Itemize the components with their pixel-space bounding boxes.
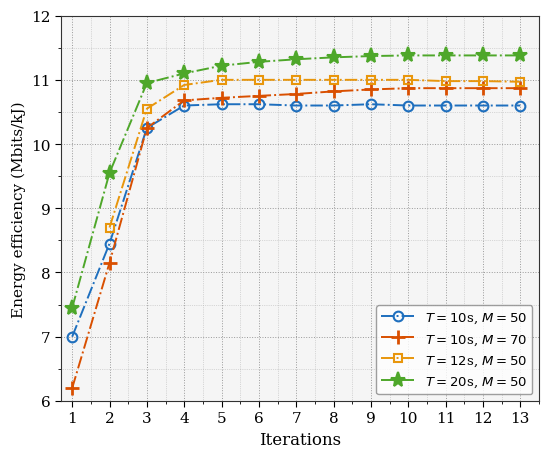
$T = 10$s, $M = 50$ (517, 104, 524, 109)
$T = 10$s, $M = 50$ (330, 104, 337, 109)
$T = 10$s, $M = 50$ (293, 104, 300, 109)
$T = 10$s, $M = 70$ (181, 98, 188, 104)
$T = 20$s, $M = 50$ (367, 54, 374, 60)
$T = 12$s, $M = 50$ (293, 78, 300, 84)
$T = 20$s, $M = 50$ (405, 54, 411, 59)
$T = 12$s, $M = 50$ (181, 83, 188, 89)
$T = 10$s, $M = 70$ (442, 86, 449, 92)
$T = 12$s, $M = 50$ (218, 78, 225, 84)
$T = 10$s, $M = 70$ (69, 386, 75, 391)
$T = 20$s, $M = 50$ (181, 72, 188, 77)
$T = 20$s, $M = 50$ (480, 54, 486, 59)
$T = 10$s, $M = 70$ (405, 86, 411, 92)
$T = 20$s, $M = 50$ (218, 64, 225, 69)
$T = 12$s, $M = 50$ (442, 79, 449, 85)
$T = 20$s, $M = 50$ (69, 305, 75, 311)
$T = 10$s, $M = 50$ (181, 104, 188, 109)
X-axis label: Iterations: Iterations (259, 431, 341, 448)
$T = 20$s, $M = 50$ (106, 171, 113, 176)
$T = 10$s, $M = 70$ (330, 90, 337, 95)
$T = 12$s, $M = 50$ (106, 225, 113, 231)
$T = 20$s, $M = 50$ (442, 54, 449, 59)
$T = 10$s, $M = 70$ (144, 126, 150, 131)
Legend: $T = 10$s, $M = 50$, $T = 10$s, $M = 70$, $T = 12$s, $M = 50$, $T = 20$s, $M = 5: $T = 10$s, $M = 50$, $T = 10$s, $M = 70$… (376, 306, 532, 394)
$T = 10$s, $M = 50$ (480, 104, 486, 109)
Line: $T = 10$s, $M = 50$: $T = 10$s, $M = 50$ (67, 100, 525, 342)
$T = 10$s, $M = 50$ (69, 334, 75, 340)
$T = 12$s, $M = 50$ (256, 78, 262, 84)
$T = 10$s, $M = 50$ (405, 104, 411, 109)
$T = 10$s, $M = 50$ (144, 126, 150, 131)
$T = 10$s, $M = 50$ (442, 104, 449, 109)
$T = 10$s, $M = 70$ (256, 94, 262, 100)
Line: $T = 10$s, $M = 70$: $T = 10$s, $M = 70$ (65, 82, 527, 395)
$T = 10$s, $M = 70$ (106, 261, 113, 266)
Line: $T = 20$s, $M = 50$: $T = 20$s, $M = 50$ (64, 49, 528, 316)
$T = 10$s, $M = 50$ (367, 102, 374, 108)
$T = 10$s, $M = 70$ (218, 96, 225, 101)
$T = 10$s, $M = 70$ (517, 86, 524, 92)
$T = 20$s, $M = 50$ (144, 81, 150, 87)
$T = 12$s, $M = 50$ (405, 78, 411, 84)
$T = 12$s, $M = 50$ (330, 78, 337, 84)
$T = 20$s, $M = 50$ (293, 57, 300, 63)
$T = 10$s, $M = 70$ (367, 88, 374, 93)
$T = 10$s, $M = 50$ (106, 241, 113, 247)
$T = 10$s, $M = 70$ (480, 86, 486, 92)
$T = 10$s, $M = 50$ (256, 102, 262, 108)
$T = 10$s, $M = 50$ (218, 102, 225, 108)
Y-axis label: Energy efficiency (Mbits/kJ): Energy efficiency (Mbits/kJ) (11, 101, 25, 317)
$T = 12$s, $M = 50$ (367, 78, 374, 84)
$T = 20$s, $M = 50$ (330, 56, 337, 61)
$T = 10$s, $M = 70$ (293, 92, 300, 97)
$T = 12$s, $M = 50$ (517, 80, 524, 85)
Line: $T = 12$s, $M = 50$: $T = 12$s, $M = 50$ (106, 77, 524, 232)
$T = 12$s, $M = 50$ (480, 79, 486, 85)
$T = 20$s, $M = 50$ (517, 54, 524, 59)
$T = 20$s, $M = 50$ (256, 60, 262, 66)
$T = 12$s, $M = 50$ (144, 107, 150, 112)
